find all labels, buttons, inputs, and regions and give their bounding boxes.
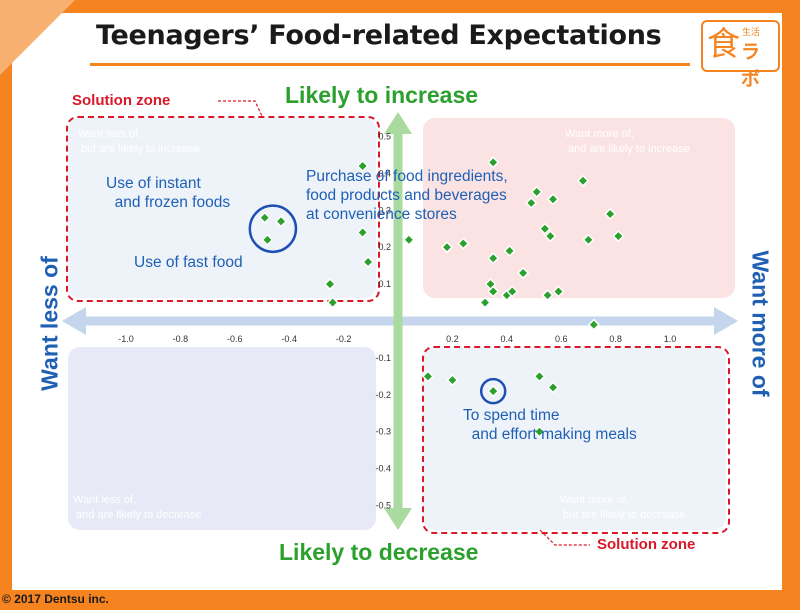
solution-zone-leader-top	[218, 100, 263, 117]
data-point	[546, 381, 560, 394]
quadrant-label-bottom-left: Want less of, and are likely to decrease	[73, 494, 202, 521]
data-point	[576, 174, 590, 187]
solution-zone-top-left	[66, 116, 380, 302]
y-tick-label: -0.5	[375, 501, 391, 511]
y-axis-arrow-down	[384, 508, 412, 530]
x-tick-label: 0.6	[555, 334, 568, 344]
data-point	[487, 156, 500, 169]
seikatsu-labo-logo: 食 生活 ラボ	[701, 20, 780, 90]
quadrant-top-left	[68, 118, 376, 298]
data-point	[362, 255, 375, 269]
data-point	[587, 318, 600, 331]
corner-fold	[0, 0, 75, 75]
data-point	[612, 230, 625, 243]
data-point	[604, 207, 617, 221]
solution-zone-bottom-right	[422, 346, 730, 534]
data-point	[274, 215, 288, 228]
y-tick-label: 0.3	[378, 205, 391, 215]
title-underline	[90, 63, 690, 66]
highlight-circle-instant	[248, 204, 298, 254]
data-point	[440, 241, 454, 254]
x-tick-label: -0.2	[336, 334, 352, 344]
data-point	[546, 193, 560, 206]
data-point	[356, 159, 369, 173]
axis-label-top: Likely to increase	[285, 82, 479, 108]
solution-zone-label-bottom: Solution zone	[597, 536, 696, 553]
data-point	[525, 196, 538, 209]
y-axis-arrow-up	[384, 112, 412, 134]
quadrant-label-top-right: Want more of, and are likely to increase	[565, 128, 690, 155]
y-tick-label: -0.3	[375, 427, 391, 437]
logo-small-text: 生活	[742, 28, 761, 38]
x-tick-label: 0.8	[609, 334, 622, 344]
x-tick-label: -0.8	[173, 334, 189, 344]
data-point	[356, 226, 369, 239]
y-tick-label: 0.5	[378, 132, 391, 142]
data-point	[530, 185, 543, 198]
data-point	[533, 370, 546, 383]
data-point	[421, 370, 434, 383]
x-axis-arrow-left	[62, 307, 86, 335]
y-tick-label: -0.1	[375, 353, 391, 363]
data-point	[582, 233, 595, 246]
data-point	[487, 385, 500, 398]
logo-sub-text: ラボ	[741, 41, 761, 90]
quadrant-bottom-left	[68, 347, 376, 530]
annotation-making-meals: To spend time and effort making meals	[463, 407, 637, 443]
data-point	[533, 425, 546, 438]
copyright: © 2017 Dentsu inc.	[2, 592, 109, 606]
axis-label-right: Want more of	[747, 250, 774, 397]
y-tick-label: 0.2	[378, 242, 391, 252]
x-tick-label: 0.2	[446, 334, 459, 344]
x-axis-arrow-right	[714, 307, 738, 335]
y-tick-label: -0.4	[375, 464, 391, 474]
data-point	[457, 237, 470, 250]
solution-zone-label-top: Solution zone	[72, 92, 171, 109]
data-point	[402, 233, 415, 246]
quadrant-label-bottom-right: Want more of, but are likely to decrease	[560, 494, 686, 521]
data-point	[487, 252, 500, 265]
annotation-instant-frozen: Use of instant and frozen foods	[106, 175, 231, 211]
x-tick-label: -1.0	[118, 334, 134, 344]
data-point	[446, 373, 459, 387]
x-tick-label: -0.6	[227, 334, 243, 344]
highlight-circle-meals	[479, 377, 507, 405]
annotation-convenience-stores: Purchase of food ingredients, food produ…	[306, 168, 508, 223]
data-point	[506, 285, 519, 298]
data-point	[323, 278, 337, 291]
data-point	[326, 296, 339, 309]
data-point	[517, 266, 530, 280]
solution-zone-leader-bottom	[539, 529, 590, 546]
y-tick-label: 0.1	[378, 279, 391, 289]
data-point	[544, 230, 557, 243]
x-tick-label: -0.4	[281, 334, 297, 344]
quadrant-label-top-left: Want less of, but are likely to increase	[78, 128, 200, 155]
data-point	[258, 211, 271, 224]
x-tick-label: 0.4	[501, 334, 514, 344]
axis-label-left: Want less of	[36, 256, 63, 391]
logo-kanji: 食	[707, 24, 740, 63]
data-point	[538, 222, 551, 235]
quadrant-bottom-right	[423, 347, 726, 530]
x-tick-label: 1.0	[664, 334, 677, 344]
data-point	[552, 285, 565, 298]
data-point	[487, 285, 500, 298]
y-tick-label: 0.4	[378, 168, 391, 178]
chart-title: Teenagers’ Food-related Expectations	[96, 20, 662, 51]
data-point	[478, 296, 492, 309]
annotation-fast-food: Use of fast food	[134, 254, 243, 271]
axis-label-bottom: Likely to decrease	[279, 539, 479, 565]
data-point	[541, 289, 554, 302]
y-tick-label: -0.2	[375, 390, 391, 400]
data-point	[503, 244, 516, 257]
quadrant-top-right	[423, 118, 735, 298]
data-point	[261, 233, 274, 246]
